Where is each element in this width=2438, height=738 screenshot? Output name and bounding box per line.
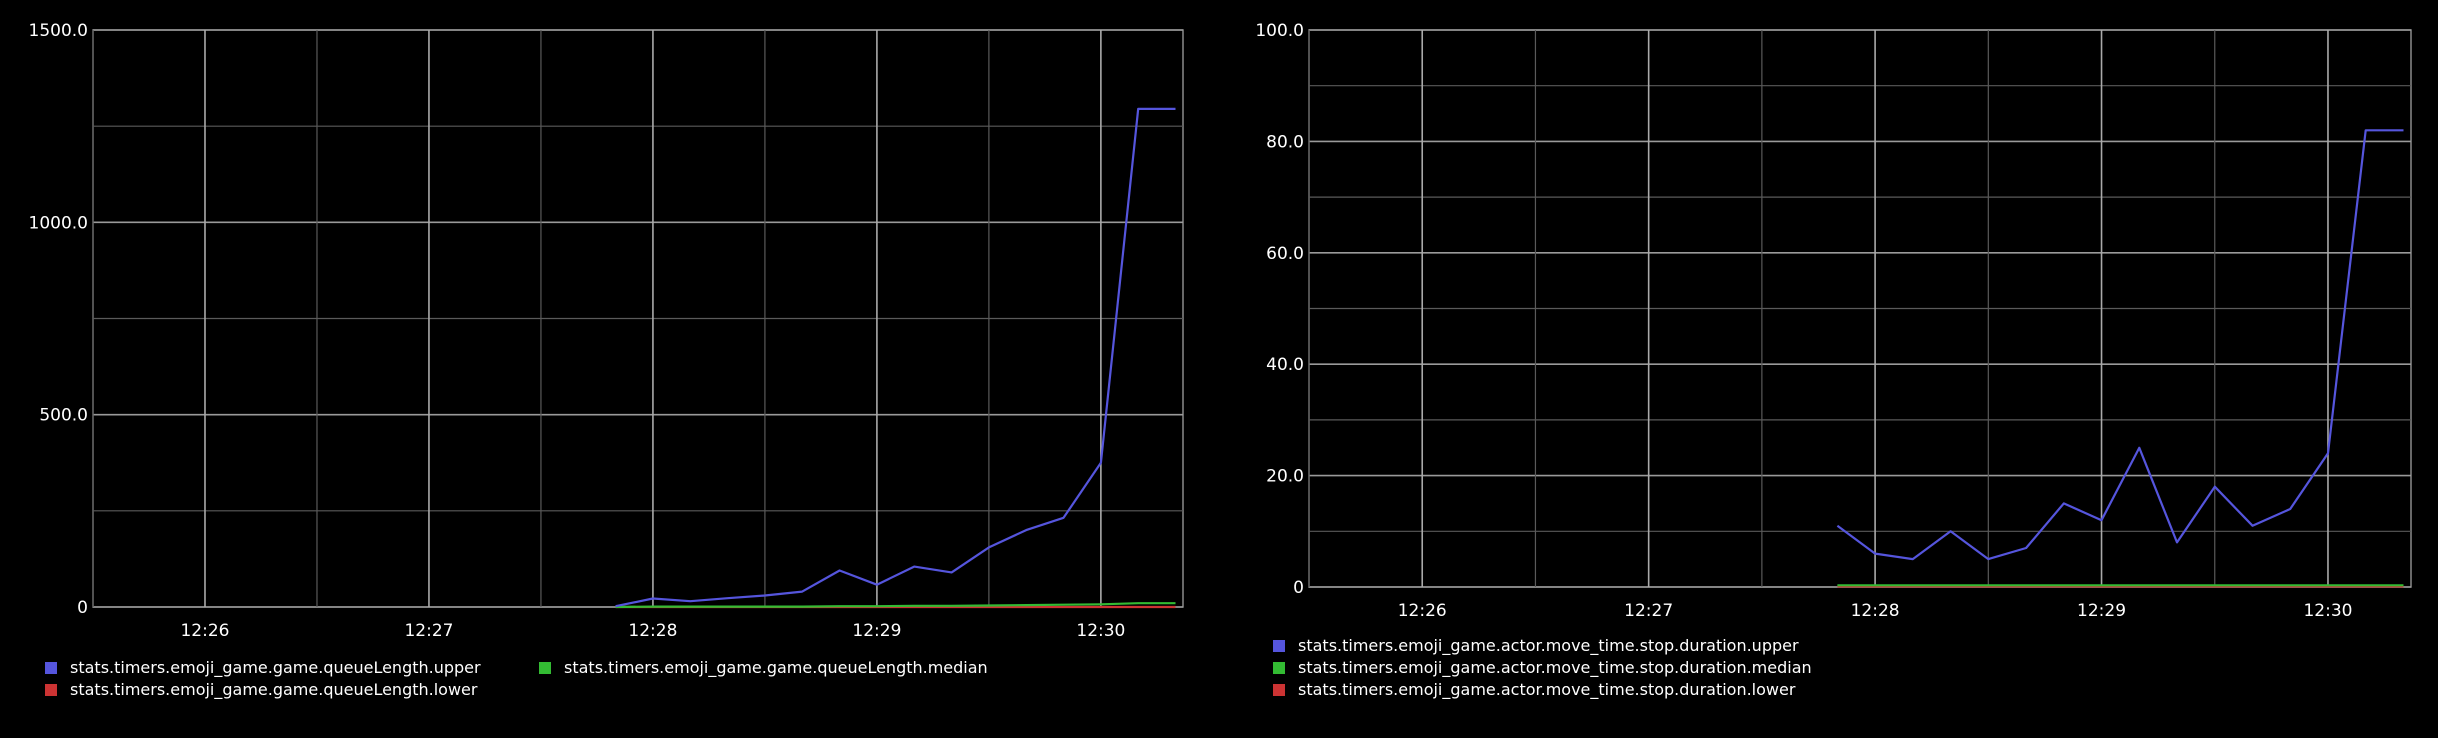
x-tick-label: 12:29 <box>2077 601 2126 621</box>
legend-swatch-median <box>538 660 552 675</box>
y-tick-label: 60.0 <box>1266 244 1304 264</box>
legend-swatch-lower <box>1272 682 1286 697</box>
legend-label-lower: stats.timers.emoji_game.actor.move_time.… <box>1298 680 1796 699</box>
legend-label-upper: stats.timers.emoji_game.actor.move_time.… <box>1298 636 1799 655</box>
series-line <box>615 107 1176 608</box>
x-tick-label: 12:30 <box>1076 621 1125 641</box>
x-tick-label: 12:27 <box>404 621 453 641</box>
legend-label-median: stats.timers.emoji_game.game.queueLength… <box>564 658 988 677</box>
legend-swatch-upper <box>44 660 58 675</box>
left-chart-panel: 0 500.0 1000.0 1500.0 12:26 12:27 12:28 12:29 12… <box>0 0 1210 738</box>
y-tick-label: 0 <box>1293 578 1304 598</box>
y-tick-label: 1000.0 <box>29 213 88 233</box>
y-tick-label: 0 <box>77 598 88 618</box>
move-duration-chart: 0 20.0 40.0 60.0 80.0 100.0 12:26 12:27 12:28 12:… <box>1255 21 2412 621</box>
x-tick-label: 12:28 <box>628 621 677 641</box>
y-tick-label: 40.0 <box>1266 355 1304 375</box>
legend-item-median[interactable]: stats.timers.emoji_game.actor.move_time.… <box>1272 658 1812 677</box>
legend-item-lower[interactable]: stats.timers.emoji_game.game.queueLength… <box>44 680 477 699</box>
legend-label-median: stats.timers.emoji_game.actor.move_time.… <box>1298 658 1812 677</box>
y-tick-label: 500.0 <box>39 406 88 426</box>
y-tick-label: 80.0 <box>1266 132 1304 152</box>
right-chart-panel: 0 20.0 40.0 60.0 80.0 100.0 12:26 12:27 12:28 12:… <box>1228 0 2438 738</box>
x-tick-label: 12:28 <box>1851 601 1900 621</box>
x-tick-label: 12:30 <box>2303 601 2352 621</box>
legend-item-upper[interactable]: stats.timers.emoji_game.actor.move_time.… <box>1272 636 1799 655</box>
y-tick-label: 100.0 <box>1255 21 1304 41</box>
x-tick-label: 12:26 <box>1398 601 1447 621</box>
legend-swatch-upper <box>1272 638 1286 653</box>
series-line <box>1836 129 2404 561</box>
y-tick-label: 1500.0 <box>29 21 88 41</box>
legend: stats.timers.emoji_game.actor.move_time.… <box>1228 0 2438 738</box>
x-tick-label: 12:29 <box>852 621 901 641</box>
x-tick-label: 12:26 <box>180 621 229 641</box>
legend-item-lower[interactable]: stats.timers.emoji_game.actor.move_time.… <box>1272 680 1795 699</box>
y-tick-label: 20.0 <box>1266 467 1304 487</box>
legend-swatch-lower <box>44 682 58 697</box>
legend-swatch-median <box>1272 660 1286 675</box>
queue-length-chart: 0 500.0 1000.0 1500.0 12:26 12:27 12:28 12:29 12… <box>29 21 1184 641</box>
legend-label-lower: stats.timers.emoji_game.game.queueLength… <box>70 680 478 699</box>
legend: stats.timers.emoji_game.game.queueLength… <box>0 0 1210 738</box>
legend-label-upper: stats.timers.emoji_game.game.queueLength… <box>70 658 481 677</box>
legend-item-upper[interactable]: stats.timers.emoji_game.game.queueLength… <box>44 658 481 677</box>
legend-item-median[interactable]: stats.timers.emoji_game.game.queueLength… <box>538 658 988 677</box>
x-tick-label: 12:27 <box>1624 601 1673 621</box>
series-line <box>615 602 1176 609</box>
